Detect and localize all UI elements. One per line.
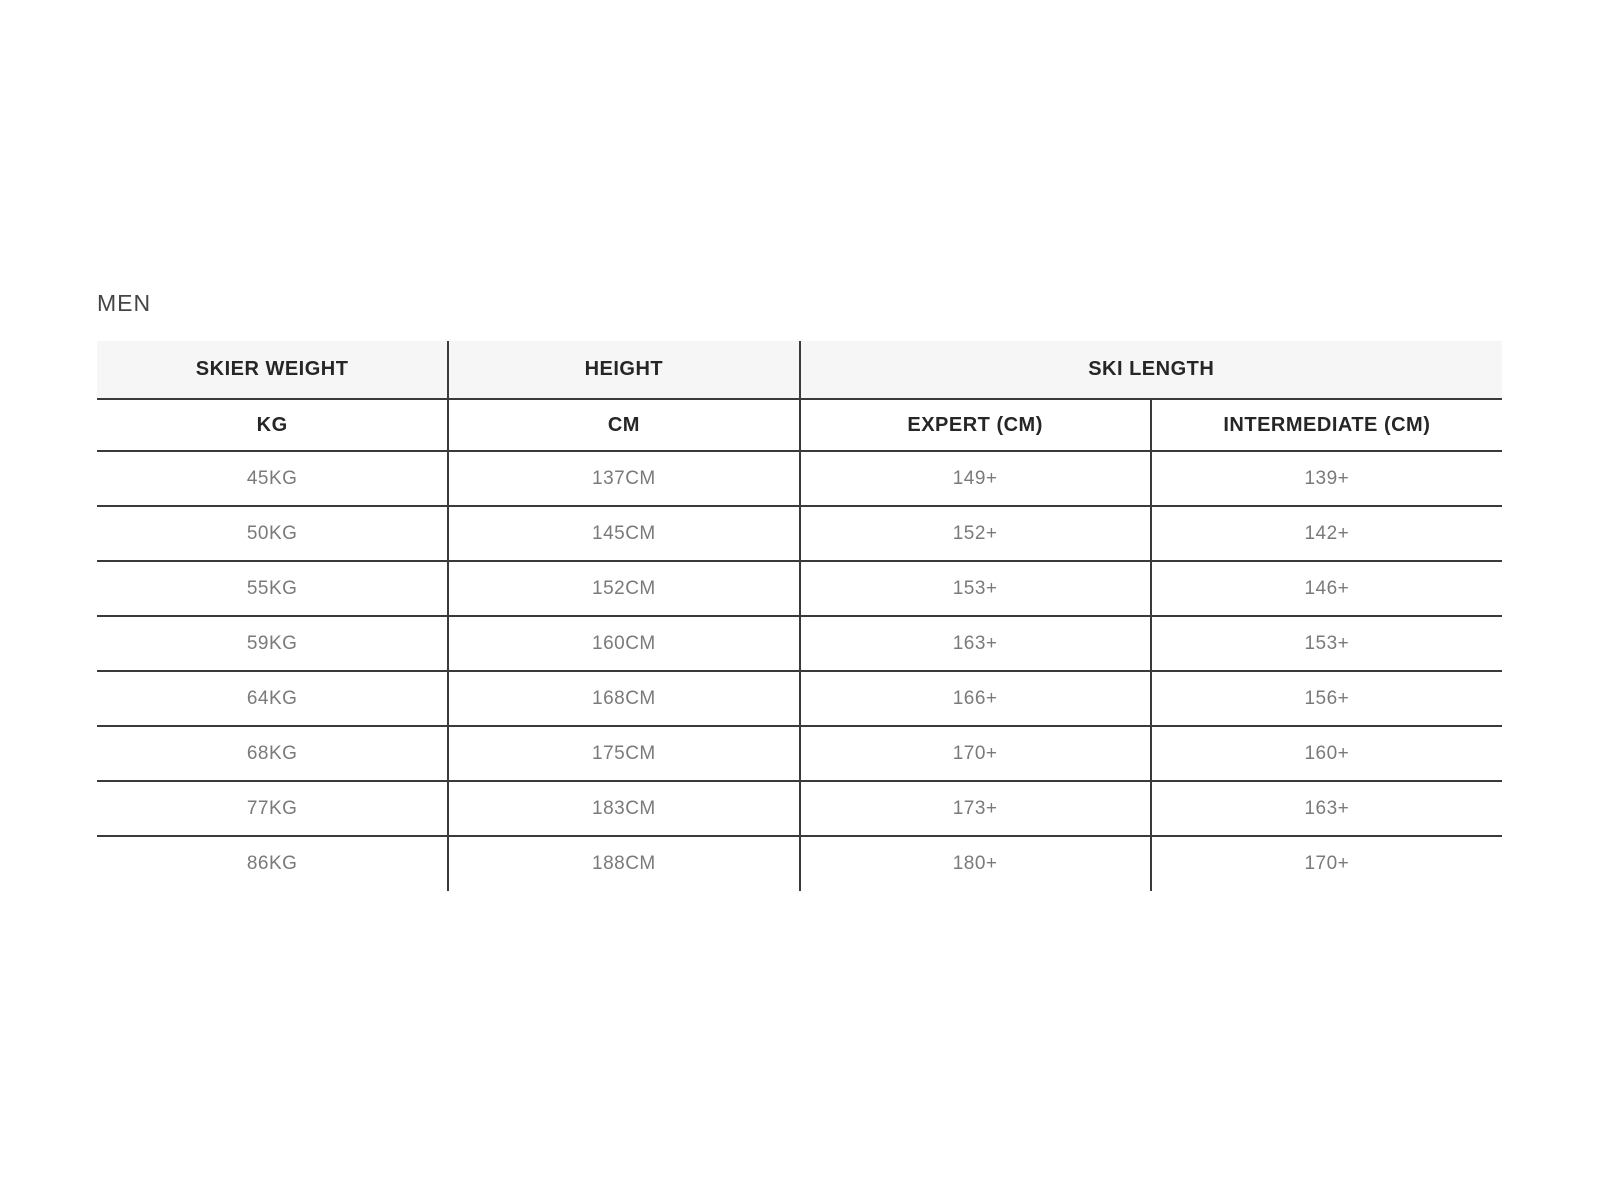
header-skier-weight-group: SKIER WEIGHT bbox=[97, 341, 449, 399]
cell-height: 137CM bbox=[447, 451, 800, 506]
subheader-intermediate-cm: INTERMEDIATE (CM) bbox=[1149, 399, 1502, 451]
cell-height: 183CM bbox=[447, 781, 800, 836]
cell-intermediate-length: 156+ bbox=[1149, 671, 1502, 726]
section-title: MEN bbox=[97, 290, 152, 316]
cell-height: 168CM bbox=[447, 671, 800, 726]
cell-expert-length: 180+ bbox=[798, 836, 1151, 891]
cell-height: 160CM bbox=[447, 616, 800, 671]
subheader-kg: KG bbox=[97, 399, 449, 451]
cell-expert-length: 173+ bbox=[798, 781, 1151, 836]
table-body: 45KG 137CM 149+ 139+ 50KG 145CM 152+ 142… bbox=[97, 451, 1502, 891]
cell-intermediate-length: 160+ bbox=[1149, 726, 1502, 781]
header-ski-length-group: SKI LENGTH bbox=[798, 341, 1502, 399]
cell-intermediate-length: 163+ bbox=[1149, 781, 1502, 836]
cell-skier-weight: 64KG bbox=[246, 687, 298, 709]
cell-skier-weight: 55KG bbox=[246, 577, 298, 599]
table-row: 59KG 160CM 163+ 153+ bbox=[97, 616, 1502, 671]
cell-height: 152CM bbox=[447, 561, 800, 616]
cell-height: 188CM bbox=[447, 836, 800, 891]
cell-skier-weight: 77KG bbox=[246, 797, 298, 819]
table-header: SKIER WEIGHT HEIGHT SKI LENGTH KG CM EXP… bbox=[97, 341, 1502, 451]
cell-height: 145CM bbox=[447, 506, 800, 561]
table-row: 68KG 175CM 170+ 160+ bbox=[97, 726, 1502, 781]
table-row: 50KG 145CM 152+ 142+ bbox=[97, 506, 1502, 561]
cell-expert-length: 153+ bbox=[798, 561, 1151, 616]
cell-expert-length: 170+ bbox=[798, 726, 1151, 781]
table-row: 86KG 188CM 180+ 170+ bbox=[97, 836, 1502, 891]
men-size-chart-section: MEN SKIER WEIGHT HEIGHT SKI LENGTH KG CM… bbox=[97, 289, 1502, 891]
cell-height: 175CM bbox=[447, 726, 800, 781]
cell-intermediate-length: 142+ bbox=[1149, 506, 1502, 561]
cell-skier-weight: 59KG bbox=[246, 632, 298, 654]
subheader-expert-cm: EXPERT (CM) bbox=[798, 399, 1151, 451]
cell-expert-length: 152+ bbox=[798, 506, 1151, 561]
cell-skier-weight: 45KG bbox=[246, 467, 298, 489]
cell-skier-weight: 50KG bbox=[246, 522, 298, 544]
subheader-cm: CM bbox=[447, 399, 800, 451]
header-height-group: HEIGHT bbox=[447, 341, 800, 399]
cell-intermediate-length: 170+ bbox=[1149, 836, 1502, 891]
men-size-table: SKIER WEIGHT HEIGHT SKI LENGTH KG CM EXP… bbox=[97, 341, 1502, 891]
cell-intermediate-length: 153+ bbox=[1149, 616, 1502, 671]
table-row: 55KG 152CM 153+ 146+ bbox=[97, 561, 1502, 616]
table-row: 64KG 168CM 166+ 156+ bbox=[97, 671, 1502, 726]
cell-expert-length: 166+ bbox=[798, 671, 1151, 726]
cell-intermediate-length: 139+ bbox=[1149, 451, 1502, 506]
cell-expert-length: 163+ bbox=[798, 616, 1151, 671]
cell-skier-weight: 68KG bbox=[246, 742, 298, 764]
header-sub-row: KG CM EXPERT (CM) INTERMEDIATE (CM) bbox=[97, 399, 1502, 451]
table-row: 45KG 137CM 149+ 139+ bbox=[97, 451, 1502, 506]
cell-skier-weight: 86KG bbox=[246, 853, 298, 874]
header-group-row: SKIER WEIGHT HEIGHT SKI LENGTH bbox=[97, 341, 1502, 399]
cell-intermediate-length: 146+ bbox=[1149, 561, 1502, 616]
cell-expert-length: 149+ bbox=[798, 451, 1151, 506]
table-row: 77KG 183CM 173+ 163+ bbox=[97, 781, 1502, 836]
